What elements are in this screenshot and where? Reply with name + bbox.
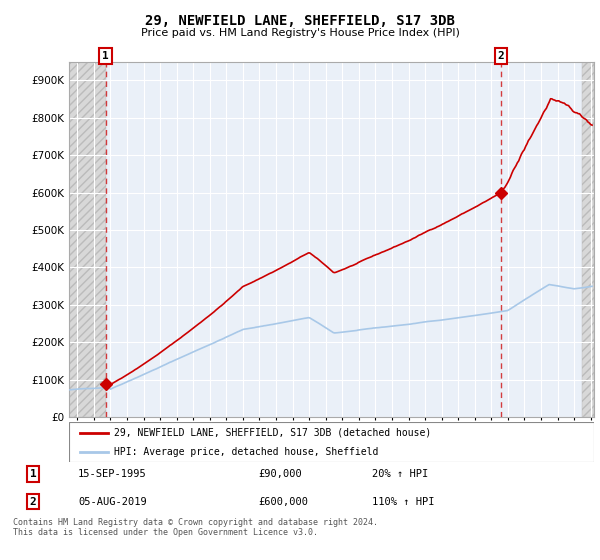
Text: HPI: Average price, detached house, Sheffield: HPI: Average price, detached house, Shef…: [113, 447, 378, 457]
Text: 1: 1: [102, 52, 109, 61]
Text: 29, NEWFIELD LANE, SHEFFIELD, S17 3DB (detached house): 29, NEWFIELD LANE, SHEFFIELD, S17 3DB (d…: [113, 428, 431, 438]
Text: 1: 1: [29, 469, 37, 479]
Text: 110% ↑ HPI: 110% ↑ HPI: [372, 497, 434, 507]
Text: £90,000: £90,000: [258, 469, 302, 479]
Text: Price paid vs. HM Land Registry's House Price Index (HPI): Price paid vs. HM Land Registry's House …: [140, 28, 460, 38]
Bar: [69, 62, 106, 417]
Text: 05-AUG-2019: 05-AUG-2019: [78, 497, 147, 507]
FancyBboxPatch shape: [69, 422, 594, 462]
Text: 15-SEP-1995: 15-SEP-1995: [78, 469, 147, 479]
Text: 20% ↑ HPI: 20% ↑ HPI: [372, 469, 428, 479]
Bar: [583, 62, 594, 417]
Text: 29, NEWFIELD LANE, SHEFFIELD, S17 3DB: 29, NEWFIELD LANE, SHEFFIELD, S17 3DB: [145, 14, 455, 28]
Text: 2: 2: [497, 52, 504, 61]
Text: 2: 2: [29, 497, 37, 507]
Text: £600,000: £600,000: [258, 497, 308, 507]
Text: Contains HM Land Registry data © Crown copyright and database right 2024.
This d: Contains HM Land Registry data © Crown c…: [13, 518, 378, 538]
